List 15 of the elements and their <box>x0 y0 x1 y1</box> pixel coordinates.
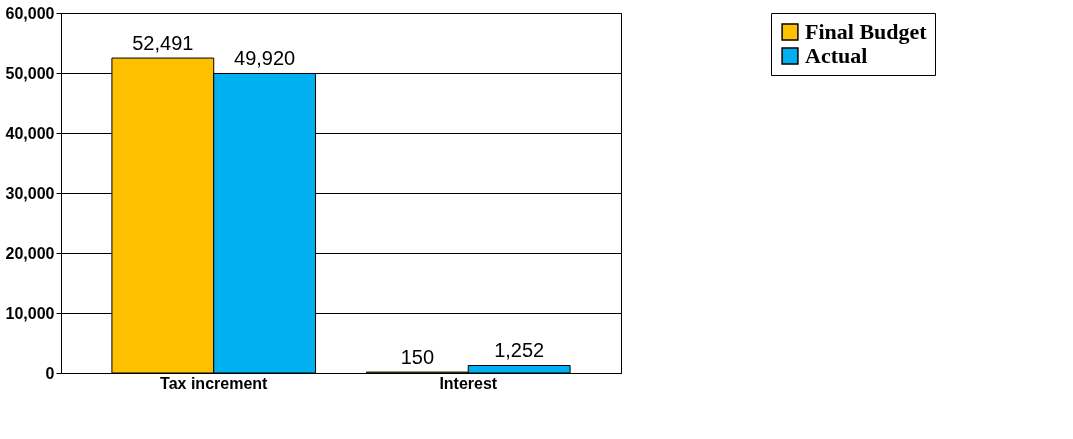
data-label: 150 <box>400 346 435 369</box>
x-tick-label: Interest <box>439 374 498 392</box>
data-label: 52,491 <box>132 32 194 55</box>
data-label: 1,252 <box>494 339 545 362</box>
y-tick-label: 0 <box>45 364 55 382</box>
y-tick-label: 20,000 <box>5 244 55 262</box>
x-tick-label: Tax increment <box>160 374 269 392</box>
y-tick-label: 30,000 <box>5 184 55 202</box>
y-tick-label: 50,000 <box>5 64 55 82</box>
y-tick-label: 40,000 <box>5 124 55 142</box>
y-tick-label: 10,000 <box>5 304 55 322</box>
y-tick-label: 60,000 <box>5 4 55 22</box>
legend-label: Final Budget <box>805 19 928 44</box>
data-label: 49,920 <box>234 47 296 70</box>
legend-label: Actual <box>805 43 868 68</box>
